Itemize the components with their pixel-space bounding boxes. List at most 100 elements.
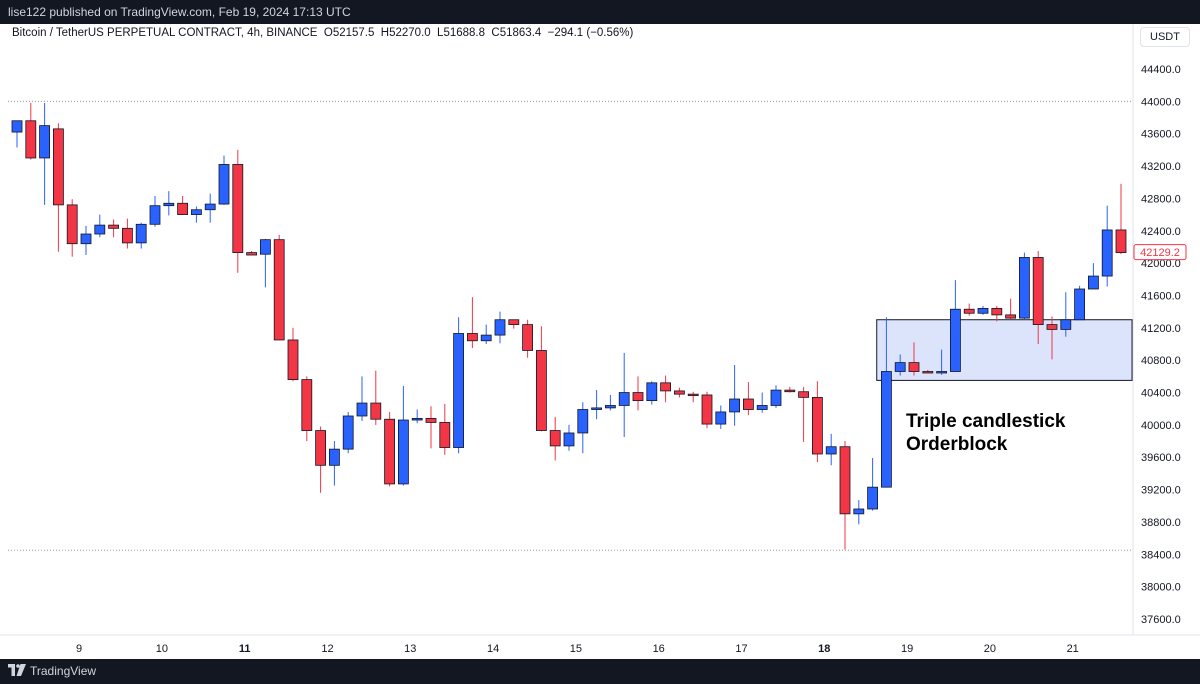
time-tick-label: 18 bbox=[818, 643, 830, 655]
candle-body[interactable] bbox=[936, 371, 947, 374]
candle-body[interactable] bbox=[508, 319, 520, 325]
candle-body[interactable] bbox=[11, 120, 23, 133]
candle-body[interactable] bbox=[687, 393, 699, 397]
candle-body[interactable] bbox=[770, 389, 782, 406]
candle-body[interactable] bbox=[549, 430, 561, 447]
last-price-badge bbox=[1133, 244, 1187, 261]
candle-body[interactable] bbox=[135, 223, 147, 244]
candle-body[interactable] bbox=[839, 446, 851, 515]
candle-body[interactable] bbox=[563, 432, 575, 447]
candle-body[interactable] bbox=[273, 239, 285, 341]
candle-body[interactable] bbox=[94, 224, 106, 235]
candle-body[interactable] bbox=[618, 392, 630, 406]
time-tick-label: 20 bbox=[984, 643, 996, 655]
candle-body[interactable] bbox=[922, 371, 934, 374]
candle-body[interactable] bbox=[715, 411, 727, 425]
candle-body[interactable] bbox=[370, 402, 382, 420]
time-tick-label: 13 bbox=[404, 643, 416, 655]
candlestick-chart[interactable]: 44400.0 44000.0 43600.0 43200.0 42800.0 42400… bbox=[0, 24, 1200, 659]
candle-body[interactable] bbox=[1101, 229, 1113, 277]
candle-body[interactable] bbox=[632, 392, 644, 402]
candle-body[interactable] bbox=[25, 120, 37, 159]
candle-body[interactable] bbox=[315, 430, 327, 466]
candle-body[interactable] bbox=[39, 125, 50, 159]
candle-body[interactable] bbox=[1005, 314, 1016, 319]
candle-body[interactable] bbox=[163, 202, 175, 207]
candle-body[interactable] bbox=[853, 508, 865, 515]
candle-body[interactable] bbox=[825, 446, 837, 455]
candle-body[interactable] bbox=[729, 398, 740, 413]
candle-body[interactable] bbox=[894, 362, 906, 372]
candle-body[interactable] bbox=[646, 382, 658, 402]
candle-body[interactable] bbox=[1019, 257, 1030, 319]
candle-body[interactable] bbox=[66, 204, 78, 245]
candle-body[interactable] bbox=[605, 405, 616, 409]
candle-body[interactable] bbox=[977, 308, 989, 314]
candle-body[interactable] bbox=[812, 396, 823, 455]
tradingview-logo-icon[interactable] bbox=[8, 660, 26, 684]
candle-body[interactable] bbox=[397, 419, 409, 485]
candle-body[interactable] bbox=[881, 371, 892, 488]
candle-body[interactable] bbox=[1046, 324, 1058, 330]
change-value: −294.1 (−0.56%) bbox=[547, 27, 634, 39]
currency-button[interactable]: USDT bbox=[1140, 27, 1190, 47]
candle-body[interactable] bbox=[743, 398, 754, 410]
candle-body[interactable] bbox=[342, 415, 354, 450]
candle-body[interactable] bbox=[177, 202, 189, 215]
price-tick-label: 44400.0 bbox=[1141, 64, 1181, 76]
candle-body[interactable] bbox=[1032, 257, 1044, 325]
candle-body[interactable] bbox=[232, 164, 244, 254]
candle-body[interactable] bbox=[53, 128, 64, 206]
price-tick-label: 37600.0 bbox=[1141, 614, 1181, 626]
candle-body[interactable] bbox=[301, 379, 313, 431]
candle-body[interactable] bbox=[1060, 319, 1072, 330]
candle-body[interactable] bbox=[328, 448, 340, 466]
candle-body[interactable] bbox=[536, 350, 547, 431]
candle-body[interactable] bbox=[480, 334, 492, 342]
candle-body[interactable] bbox=[204, 203, 216, 211]
candle-body[interactable] bbox=[1074, 288, 1085, 321]
candle-body[interactable] bbox=[798, 391, 809, 398]
candle-body[interactable] bbox=[439, 422, 451, 448]
candle-body[interactable] bbox=[287, 339, 299, 380]
candle-body[interactable] bbox=[660, 382, 671, 392]
price-tick-label: 42800.0 bbox=[1141, 193, 1181, 205]
candle-body[interactable] bbox=[108, 224, 119, 229]
candle-body[interactable] bbox=[950, 308, 961, 372]
candle-body[interactable] bbox=[356, 402, 368, 417]
price-tick-label: 38400.0 bbox=[1141, 549, 1181, 561]
candle-body[interactable] bbox=[190, 209, 202, 215]
price-tick-label: 41200.0 bbox=[1141, 323, 1181, 335]
candle-body[interactable] bbox=[259, 239, 271, 255]
candle-body[interactable] bbox=[466, 333, 478, 342]
candle-body[interactable] bbox=[963, 308, 975, 314]
candle-body[interactable] bbox=[411, 418, 423, 421]
candle-body[interactable] bbox=[218, 164, 230, 205]
candle-body[interactable] bbox=[149, 205, 161, 225]
candle-body[interactable] bbox=[908, 362, 920, 372]
candle-body[interactable] bbox=[591, 407, 602, 410]
candle-body[interactable] bbox=[1115, 229, 1127, 254]
annotation-line-1[interactable]: Triple candlestick bbox=[906, 411, 1066, 432]
candle-body[interactable] bbox=[494, 319, 506, 336]
candle-body[interactable] bbox=[384, 418, 396, 485]
candle-body[interactable] bbox=[453, 333, 465, 448]
candle-body[interactable] bbox=[246, 252, 258, 256]
candle-body[interactable] bbox=[784, 389, 796, 393]
candle-body[interactable] bbox=[577, 409, 589, 434]
candle-body[interactable] bbox=[991, 308, 1003, 316]
candle-body[interactable] bbox=[674, 390, 685, 395]
candle-body[interactable] bbox=[756, 405, 768, 410]
candle-body[interactable] bbox=[425, 418, 437, 423]
last-price-label: 42129.2 bbox=[1140, 247, 1180, 259]
candle-body[interactable] bbox=[80, 233, 92, 245]
symbol-title[interactable]: Bitcoin / TetherUS PERPETUAL CONTRACT, 4… bbox=[12, 27, 318, 39]
candle-body[interactable] bbox=[122, 227, 133, 244]
candle-body[interactable] bbox=[701, 394, 713, 425]
candle-body[interactable] bbox=[1088, 275, 1099, 290]
candle-body[interactable] bbox=[522, 324, 533, 351]
footer-brand[interactable]: TradingView bbox=[30, 664, 97, 678]
candle-body[interactable] bbox=[867, 486, 878, 510]
annotation-line-2[interactable]: Orderblock bbox=[906, 434, 1008, 455]
low-value: L51688.8 bbox=[437, 27, 486, 39]
